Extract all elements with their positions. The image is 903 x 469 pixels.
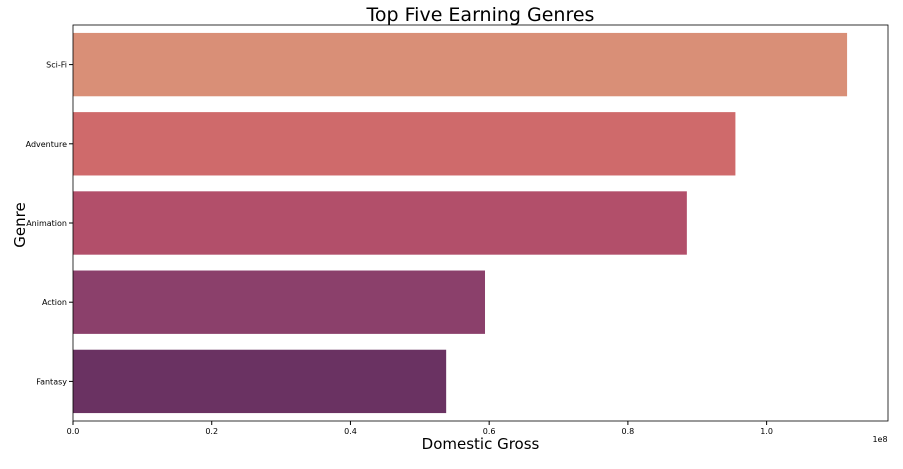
y-tick-label: Sci-Fi <box>46 61 67 70</box>
bar-animation <box>73 191 687 255</box>
y-tick-label: Fantasy <box>36 377 67 386</box>
x-axis-offset-label: 1e8 <box>872 435 887 444</box>
x-tick-label: 1.0 <box>760 427 773 436</box>
x-tick-label: 0.8 <box>622 427 635 436</box>
y-tick-label: Adventure <box>26 140 67 149</box>
bar-action <box>73 270 486 334</box>
chart-title: Top Five Earning Genres <box>366 4 595 26</box>
y-axis-label: Genre <box>11 202 29 247</box>
bar-fantasy <box>73 349 447 414</box>
x-tick-label: 0.4 <box>344 427 357 436</box>
x-tick-label: 0.0 <box>67 427 80 436</box>
plot-area: Sci-Fi Adventure Animation Action Fantasy 0.0… <box>26 24 889 436</box>
x-tick-label: 0.6 <box>483 427 496 436</box>
y-tick-label: Animation <box>26 219 67 228</box>
x-axis-label: Domestic Gross <box>422 435 540 453</box>
x-tick-label: 0.2 <box>205 427 218 436</box>
plot-frame <box>72 24 889 422</box>
y-tick-label: Action <box>42 298 67 307</box>
bar-sci-fi <box>73 32 848 97</box>
bar-adventure <box>73 112 736 176</box>
